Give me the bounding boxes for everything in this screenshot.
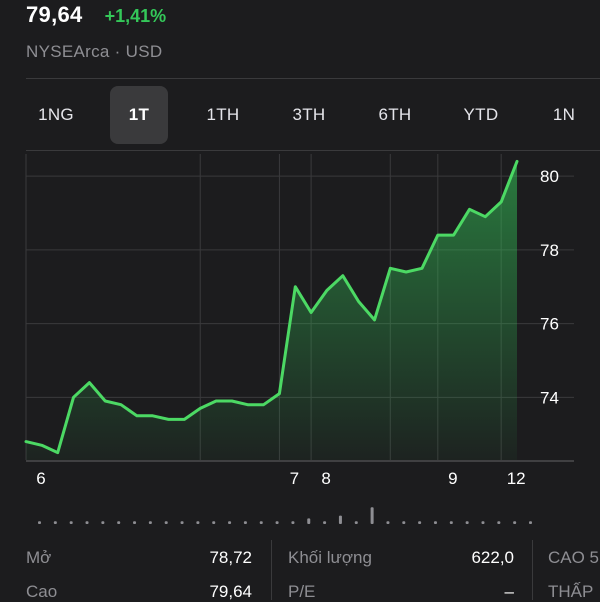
volume-bar [338,515,342,524]
x-tick-label: 8 [321,469,330,488]
volume-bar [370,507,374,524]
y-tick-label: 80 [540,167,559,186]
volume-bar [53,521,57,524]
volume-bar [481,521,485,524]
current-price: 79,64 [26,2,83,27]
volume-bar [291,521,295,524]
volume-bar [449,521,453,524]
y-tick-label: 76 [540,315,559,334]
volume-bar [228,521,232,524]
tab-3th[interactable]: 3TH [292,105,326,124]
volume-bar [243,521,247,524]
volume-bar [196,521,200,524]
volume-bar [38,521,41,524]
chart-area-layer [24,159,519,460]
volume-bar [529,521,532,524]
volume-bar [513,521,517,524]
stat-pe-label: P/E [288,582,316,601]
stats-separator [271,540,272,600]
volume-bar [497,521,501,524]
volume-bar [148,521,152,524]
volume-bar [323,521,327,524]
stat-volume-label: Khối lượng [288,548,372,567]
volume-bar [402,521,406,524]
stat-high-label: Cao [26,582,58,601]
tab-1n[interactable]: 1N [552,105,576,124]
volume-bars [38,507,532,524]
x-tick-label: 7 [290,469,299,488]
volume-bar [418,521,422,524]
volume-bar [164,521,168,524]
volume-bar [354,521,358,524]
volume-bar [117,521,121,524]
stat-52w-low-label: THẤP [548,582,594,601]
volume-bar [259,521,263,524]
stat-volume-value: 622,0 [471,548,514,567]
volume-bar [69,521,73,524]
volume-bar [307,518,311,524]
tab-ytd[interactable]: YTD [463,105,499,124]
x-tick-label: 12 [507,469,526,488]
volume-bar [212,521,216,524]
volume-bar [85,521,89,524]
price-line [24,159,519,455]
x-tick-label: 9 [448,469,457,488]
volume-bar [433,521,437,524]
volume-bar [386,521,390,524]
y-tick-label: 78 [540,241,559,260]
volume-bar [133,521,137,524]
stat-52w-high-label: CAO 5 [548,548,600,567]
header-divider [26,78,600,79]
volume-bar [180,521,184,524]
tab-1t[interactable]: 1T [110,86,168,144]
y-tick-label: 74 [540,388,559,407]
x-tick-label: 6 [36,469,45,488]
quote-header: 79,64 +1,41% [26,2,166,34]
stat-pe-value: – [504,582,514,601]
time-range-tabs: 1NG 1T 1TH 3TH 6TH YTD 1N [0,86,600,144]
stat-open-value: 78,72 [209,548,252,567]
volume-bar [275,521,279,524]
price-area-fill [26,161,517,460]
exchange-currency: NYSEArca · USD [26,42,163,61]
stat-high-value: 79,64 [209,582,252,601]
tab-6th[interactable]: 6TH [378,105,412,124]
stat-open-label: Mở [26,548,52,567]
price-change-percent: +1,41% [104,6,167,26]
stats-separator-2 [532,540,533,600]
tab-1ng[interactable]: 1NG [38,105,74,124]
volume-bar [101,521,105,524]
volume-bar [465,521,469,524]
tabs-divider [26,150,600,151]
tab-1th[interactable]: 1TH [206,105,240,124]
